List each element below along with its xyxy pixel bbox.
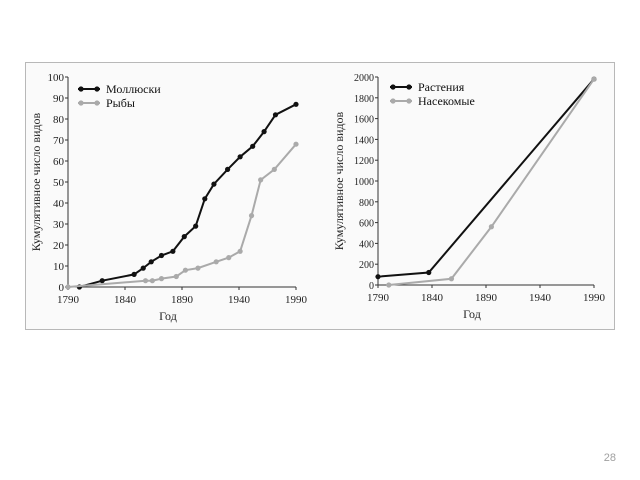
left-chart-x-tick-label: 1840 <box>114 294 137 306</box>
page-number: 28 <box>603 452 616 464</box>
figure-panel: 0 10 20 30 40 50 60 70 80 90 100 1790 1840 1890 1940 19… <box>25 62 615 330</box>
right-chart-x-tick-label: 1890 <box>475 292 498 304</box>
left-chart-y-tick-label: 70 <box>53 135 65 147</box>
left-chart-x-axis-title: Год <box>159 309 177 323</box>
left-chart-data-point <box>142 278 149 284</box>
left-chart-data-point <box>170 248 176 254</box>
right-chart-y-tick-label: 1600 <box>354 115 374 126</box>
right-chart-legend-marker <box>406 98 412 104</box>
right-chart-x-tick-label: 1790 <box>367 292 390 304</box>
left-chart-y-tick-label: 50 <box>53 177 65 189</box>
right-chart-x-axis-title: Год <box>463 307 481 321</box>
left-chart-data-point <box>293 101 299 107</box>
left-chart-data-point <box>237 154 243 160</box>
left-chart-x-tick-label: 1790 <box>57 294 80 306</box>
left-chart-data-point <box>65 284 71 290</box>
right-chart-legend-label: Насекомые <box>418 94 475 108</box>
left-chart-legend-label: Рыбы <box>106 96 135 110</box>
left-chart-data-point <box>99 278 105 284</box>
left-chart-data-point <box>202 196 208 202</box>
left-chart-data-point <box>248 213 255 219</box>
right-chart-x-tick-label: 1840 <box>421 292 444 304</box>
right-chart-y-tick-label: 800 <box>359 198 374 209</box>
left-chart-data-point <box>193 223 199 229</box>
right-chart-data-point <box>386 282 392 288</box>
right-chart-data-point <box>426 269 432 276</box>
left-chart-y-tick-label: 90 <box>53 93 65 105</box>
right-chart-y-tick-label: 2000 <box>354 73 374 84</box>
right-chart-y-tick-label: 1400 <box>354 135 374 146</box>
left-chart-x-tick-label: 1890 <box>171 294 194 306</box>
left-chart-y-tick-label: 10 <box>53 261 65 273</box>
left-chart-legend-marker <box>94 86 100 92</box>
right-chart-legend-marker <box>390 84 396 90</box>
right-chart-y-axis-title: Кумулятивное число видов <box>332 111 346 250</box>
left-chart-data-point <box>261 129 267 135</box>
left-chart-series-0 <box>76 101 299 290</box>
left-chart-y-tick-label: 60 <box>53 156 65 168</box>
right-chart-data-point <box>488 224 494 230</box>
left-chart-y-tick-label: 0 <box>59 282 65 294</box>
left-chart-data-point <box>250 143 256 149</box>
left-chart-legend-marker <box>78 86 84 92</box>
left-chart-legend-marker <box>94 100 100 106</box>
left-chart-data-point <box>271 166 277 172</box>
right-chart-y-tick-label: 1800 <box>354 94 374 105</box>
right-chart-series-line <box>388 78 595 286</box>
right-chart-data-point <box>591 76 597 82</box>
left-chart-series-1 <box>65 141 299 290</box>
right-chart-series-line <box>377 78 595 278</box>
left-chart-data-point <box>182 267 189 273</box>
left-chart-y-tick-label: 20 <box>53 240 65 252</box>
left-chart-legend-label: Моллюски <box>106 82 161 96</box>
left-chart-data-point <box>140 265 146 271</box>
charts-canvas: 0 10 20 30 40 50 60 70 80 90 100 1790 1840 1890 1940 19… <box>29 72 606 323</box>
right-chart-series-1 <box>386 76 597 288</box>
left-chart-x-tick-label: 1990 <box>285 294 308 306</box>
left-chart-data-point <box>272 112 279 118</box>
left-chart-data-point <box>148 259 154 265</box>
right-chart-y-tick-label: 1000 <box>354 177 374 188</box>
left-chart-legend-marker <box>78 100 84 106</box>
right-chart-series-0 <box>375 76 597 280</box>
left-chart-y-tick-label: 30 <box>53 219 65 231</box>
right-chart: 0 200 400 600 800 1000 1200 1400 1600 1800 2000 179… <box>332 73 606 321</box>
left-chart-data-point <box>158 276 165 282</box>
left-chart: 0 10 20 30 40 50 60 70 80 90 100 1790 1840 1890 1940 19… <box>29 72 308 323</box>
right-chart-x-tick-label: 1940 <box>529 292 552 304</box>
left-chart-data-point <box>195 265 201 271</box>
left-chart-data-point <box>226 255 232 261</box>
left-chart-data-point <box>213 259 219 265</box>
left-chart-data-point <box>225 166 231 172</box>
left-chart-data-point <box>237 248 243 254</box>
left-chart-y-axis-title: Кумулятивное число видов <box>29 112 43 251</box>
right-chart-y-tick-label: 200 <box>359 260 374 271</box>
left-chart-data-point <box>211 181 217 187</box>
right-chart-data-point <box>448 276 455 282</box>
left-chart-data-point <box>158 252 165 259</box>
right-chart-x-tick-label: 1990 <box>583 292 606 304</box>
left-chart-data-point <box>258 177 264 183</box>
right-chart-y-tick-label: 1200 <box>354 156 374 167</box>
right-chart-legend-label: Растения <box>418 80 465 94</box>
left-chart-y-tick-label: 40 <box>53 198 65 210</box>
left-chart-data-point <box>173 273 179 280</box>
left-chart-data-point <box>181 234 187 240</box>
left-chart-series-line <box>67 143 297 288</box>
right-chart-y-tick-label: 0 <box>369 281 374 292</box>
right-chart-legend-marker <box>390 98 396 104</box>
left-chart-x-tick-label: 1940 <box>228 294 251 306</box>
left-chart-data-point <box>293 141 299 147</box>
right-chart-y-tick-label: 600 <box>359 219 374 230</box>
left-chart-data-point <box>131 271 137 277</box>
right-chart-data-point <box>375 274 381 280</box>
left-chart-y-tick-label: 100 <box>48 72 65 84</box>
right-chart-y-tick-label: 400 <box>359 239 374 250</box>
left-chart-data-point <box>149 278 155 284</box>
left-chart-y-tick-label: 80 <box>53 114 65 126</box>
right-chart-legend-marker <box>406 84 412 90</box>
